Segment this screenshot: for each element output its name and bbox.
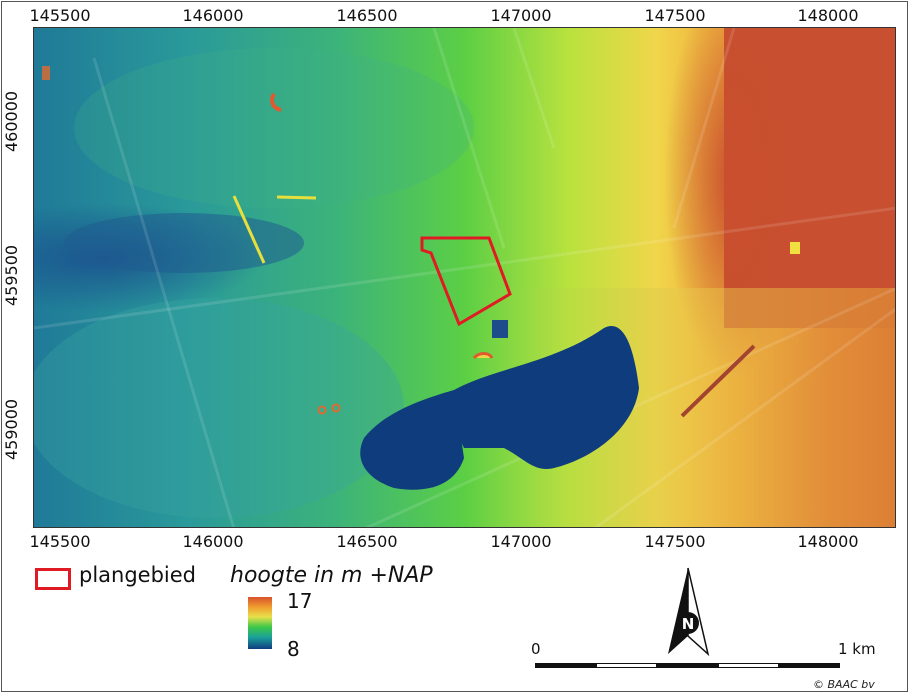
study-area-legend-label: plangebied [79,563,197,587]
elevation-color-ramp [248,597,272,649]
y-tick-left-459000: 459000 [2,398,21,460]
copyright-notice: © BAAC bv [813,678,875,691]
elevation-max-label: 17 [287,589,313,613]
elevation-map[interactable] [33,27,896,528]
x-tick-top-146500: 146500 [336,6,398,25]
elevation-raster [34,28,895,527]
x-tick-bottom-147500: 147500 [644,532,706,551]
x-tick-bottom-147000: 147000 [490,532,552,551]
study-area-legend-swatch [35,568,71,590]
y-tick-left-459500: 459500 [2,244,21,306]
study-area-outline [420,236,512,327]
x-tick-top-147000: 147000 [490,6,552,25]
scale-bar-end-label: 1 km [838,640,876,658]
north-arrow-letter: N [682,615,695,633]
y-tick-left-460000: 460000 [2,90,21,152]
x-tick-top-145500: 145500 [29,6,91,25]
scale-bar-segment-3 [657,663,718,668]
elevation-legend-title: hoogte in m +NAP [230,563,433,588]
north-arrow-icon: N [662,566,714,660]
x-tick-top-146000: 146000 [182,6,244,25]
elevation-min-label: 8 [287,637,300,661]
scale-bar-segment-5 [779,663,840,668]
x-tick-bottom-145500: 145500 [29,532,91,551]
scale-bar-segment-2 [596,663,657,668]
scale-bar-start-label: 0 [531,640,541,658]
x-tick-bottom-146000: 146000 [182,532,244,551]
scale-bar-segment-1 [535,663,596,668]
x-tick-bottom-148000: 148000 [797,532,859,551]
x-tick-top-148000: 148000 [797,6,859,25]
scale-bar-segment-4 [718,663,779,668]
x-tick-top-147500: 147500 [644,6,706,25]
x-tick-bottom-146500: 146500 [336,532,398,551]
